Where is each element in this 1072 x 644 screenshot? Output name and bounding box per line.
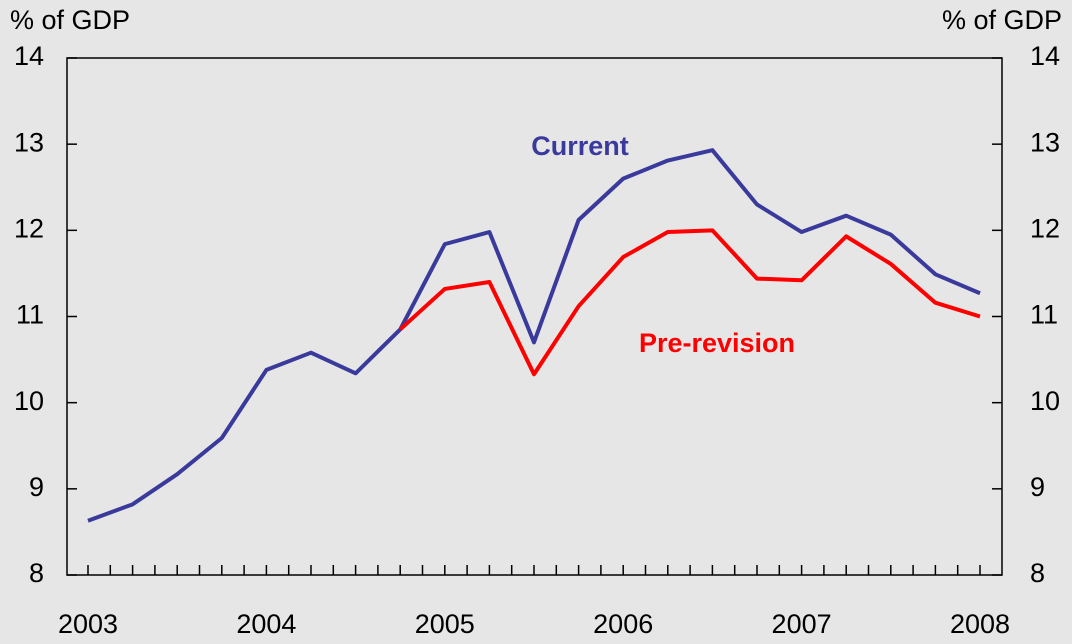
y2-tick-label: 13 — [1030, 127, 1060, 157]
y-tick-label: 12 — [14, 213, 44, 243]
y2-tick-label: 14 — [1030, 41, 1060, 71]
y2-tick-label: 8 — [1030, 558, 1045, 588]
plot-area — [66, 57, 1003, 576]
y-tick-label: 11 — [16, 300, 44, 330]
x-tick-label: 2004 — [236, 609, 296, 639]
series-line — [398, 228, 981, 377]
series-label: Pre-revision — [639, 328, 795, 358]
x-tick-label: 2007 — [772, 609, 832, 639]
y2-tick-label: 12 — [1030, 213, 1060, 243]
y2-axis-label: % of GDP — [942, 5, 1062, 35]
y2-tick-label: 11 — [1030, 300, 1058, 330]
x-tick-label: 2005 — [415, 609, 475, 639]
y2-tick-label: 9 — [1030, 472, 1045, 502]
y-tick-label: 14 — [14, 41, 44, 71]
x-tick-label: 2006 — [593, 609, 653, 639]
series-line — [87, 148, 981, 523]
y-tick-label: 9 — [29, 472, 44, 502]
y-tick-label: 10 — [14, 386, 44, 416]
x-tick-label: 2003 — [58, 609, 118, 639]
x-tick-label: 2008 — [950, 609, 1010, 639]
y2-tick-label: 10 — [1030, 386, 1060, 416]
y-tick-label: 13 — [14, 127, 44, 157]
series-label: Current — [531, 131, 629, 161]
y-tick-label: 8 — [29, 558, 44, 588]
y-axis-label: % of GDP — [10, 5, 130, 35]
